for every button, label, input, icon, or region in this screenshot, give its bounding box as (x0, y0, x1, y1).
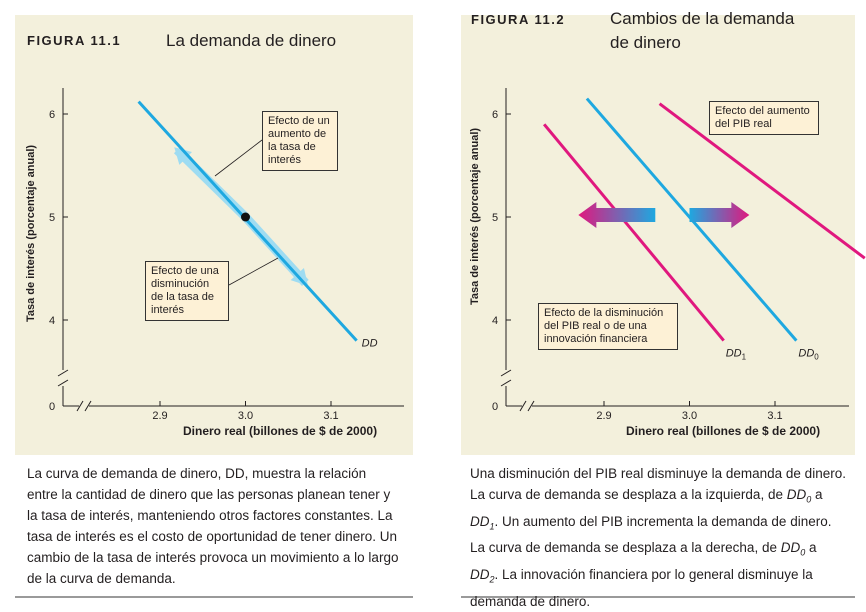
equilibrium-point (241, 212, 250, 222)
shift-left-arrow (578, 201, 656, 228)
shift-right-arrow (689, 201, 750, 228)
figure2-title: Cambios de la demanda de dinero (610, 9, 795, 52)
x-tick-label: 3.1 (767, 410, 782, 422)
origin-label: 0 (49, 401, 55, 413)
caption-dd1: DD1 (470, 513, 495, 532)
dd0-curve-label: DD0 (798, 348, 819, 362)
annotation-connector (228, 257, 279, 286)
x-axis-break-mark (527, 400, 535, 412)
x-tick-label: 3.1 (323, 410, 338, 422)
x-tick-label: 3.0 (682, 410, 697, 422)
figure1-title: La demanda de dinero (166, 31, 337, 50)
x-tick-label: 3.0 (238, 410, 253, 422)
dd2-curve (658, 102, 866, 260)
figure2-annotation-increase: Efecto del aumento del PIB real (709, 101, 819, 135)
y-tick-label: 5 (49, 212, 55, 224)
caption-part: a (805, 540, 817, 556)
x-axis-break-mark (84, 400, 92, 412)
caption-part: a (811, 487, 823, 502)
figure1-annotation-increase: Efecto de un aumento de la tasa de inter… (262, 111, 338, 171)
figure1-caption: La curva de demanda de dinero, DD, muest… (27, 466, 399, 586)
figure1-panel (15, 15, 413, 455)
figure1-chart: 0 2.9 3.0 3.1 4 5 6 DD (49, 88, 404, 422)
y-axis-break-mark (500, 379, 512, 387)
dd1-curve (542, 123, 725, 342)
dd1-subscript: 1 (742, 353, 747, 362)
caption-part: . La innovación financiera por lo genera… (470, 567, 813, 609)
x-tick-label: 2.9 (596, 410, 611, 422)
figure2-x-axis-label: Dinero real (billones de $ de 2000) (626, 424, 821, 438)
x-tick-label: 2.9 (152, 410, 167, 422)
y-axis-break-mark (500, 369, 512, 377)
y-tick-label: 6 (49, 109, 55, 121)
caption-dd0-b: DD0 (780, 540, 806, 559)
caption-part: Una disminución del PIB real disminuye l… (470, 466, 846, 502)
figure1-annotation-decrease: Efecto de una disminución de la tasa de … (145, 261, 229, 321)
dd0-subscript: 0 (814, 353, 819, 362)
annotation-connector (214, 139, 263, 177)
figure2-bottom-rule (461, 596, 855, 598)
dd-curve-label: DD (362, 338, 378, 350)
figure1-label: FIGURA 11.1 (27, 33, 122, 48)
caption-dd0: DD0 (786, 487, 812, 505)
x-axis-break-mark (76, 400, 84, 412)
dd-curve (137, 100, 358, 342)
y-tick-label: 4 (492, 315, 498, 327)
origin-label: 0 (492, 401, 498, 413)
figure1-bottom-rule (15, 596, 413, 598)
y-tick-label: 5 (492, 212, 498, 224)
figure2-panel (461, 15, 855, 455)
y-tick-label: 4 (49, 315, 55, 327)
figure2-chart: 02.93.03.1456DD0DD1DD2 (492, 88, 866, 422)
movement-arrowhead (174, 147, 192, 165)
figure2-annotation-decrease: Efecto de la disminución del PIB real o … (538, 303, 678, 350)
caption-part: . Un aumento del PIB incrementa la deman… (470, 513, 832, 556)
figure2-caption: Una disminución del PIB real disminuye l… (470, 463, 846, 612)
y-tick-label: 6 (492, 109, 498, 121)
y-axis-break-mark (57, 369, 69, 377)
dd1-curve-label: DD1 (726, 348, 747, 362)
caption-dd2: DD2 (470, 567, 495, 585)
figure1-x-axis-label: Dinero real (billones de $ de 2000) (183, 424, 378, 438)
y-axis-break-mark (57, 379, 69, 387)
x-axis-break-mark (519, 400, 527, 412)
figure2-label: FIGURA 11.2 (471, 12, 566, 27)
